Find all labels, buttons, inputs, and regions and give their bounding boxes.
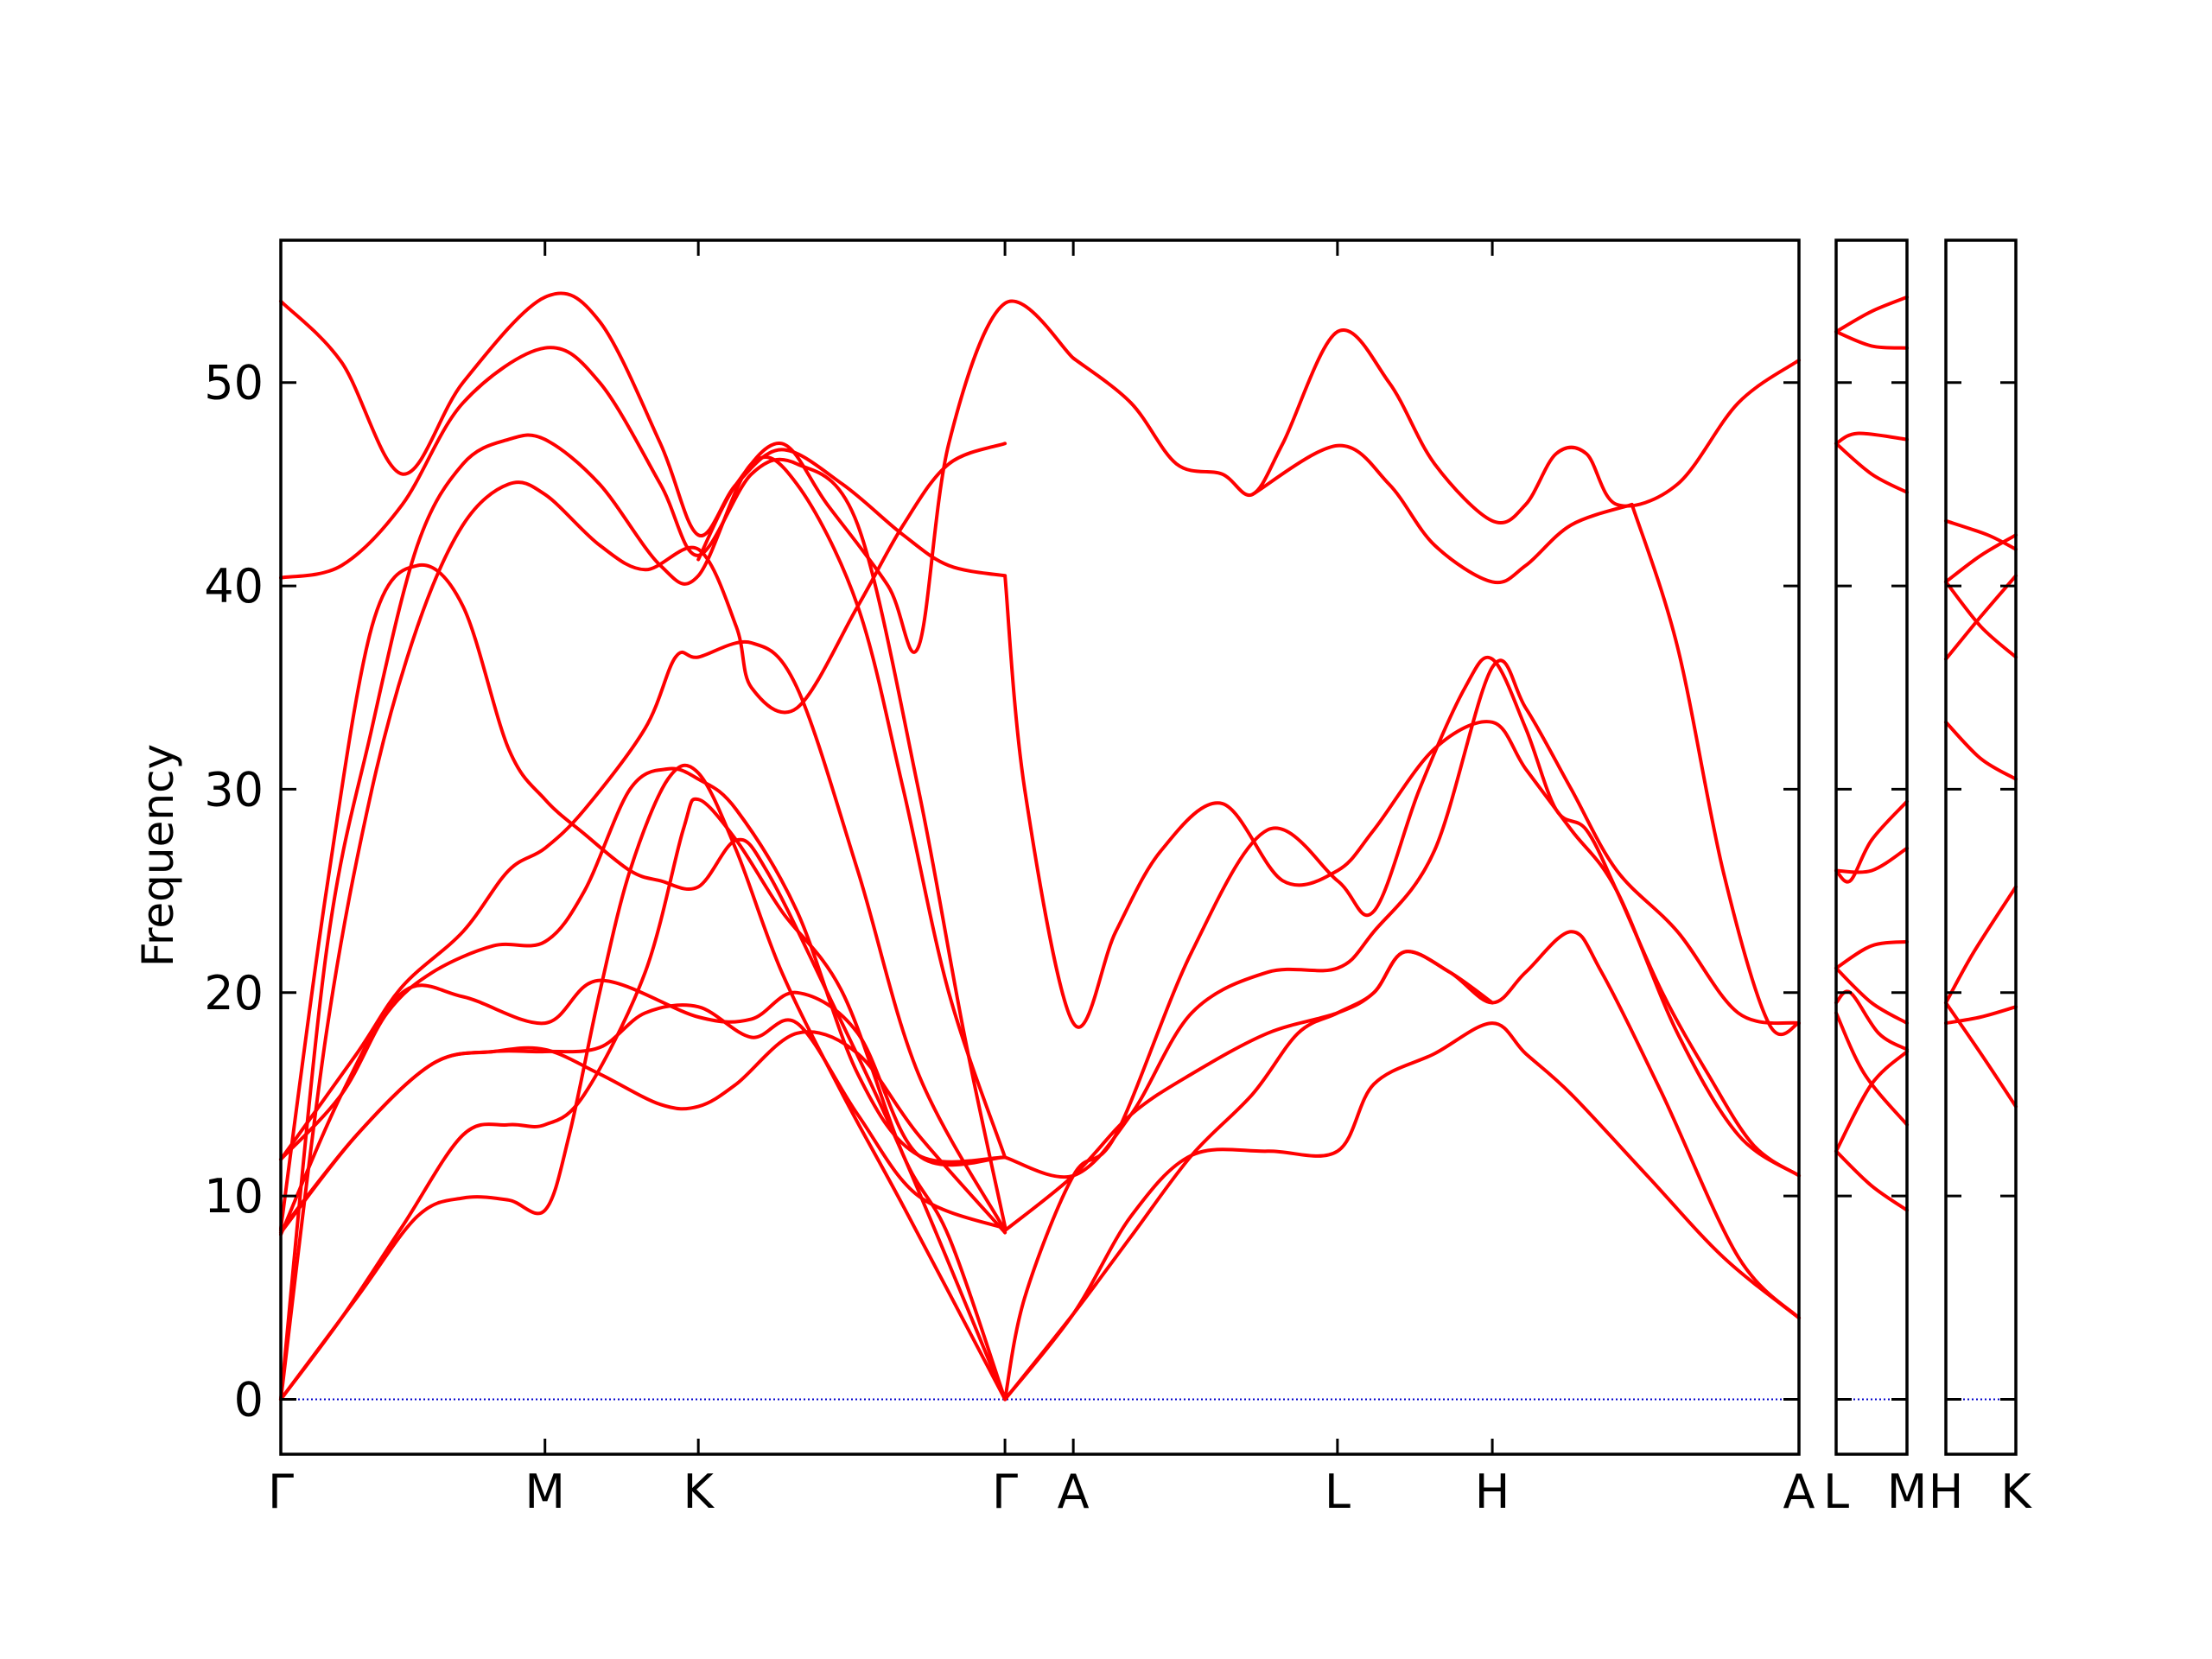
band-line: [1071, 328, 1801, 524]
y-tick-label: 10: [204, 1169, 264, 1224]
band-line: [1834, 329, 1909, 350]
band-line: [1003, 574, 1801, 1178]
x-tick-label: L: [1823, 1465, 1849, 1519]
band-line: [279, 766, 1007, 1164]
band-line: [1944, 518, 2018, 551]
band-line: [1944, 885, 2018, 1005]
x-tick-label: A: [1058, 1465, 1090, 1519]
band-line: [1834, 1050, 1909, 1154]
x-tick-label: Γ: [992, 1465, 1018, 1519]
x-tick-label: Γ: [268, 1465, 294, 1519]
band-line: [1834, 295, 1909, 334]
band-line: [279, 433, 1007, 1402]
band-line: [1944, 1001, 2018, 1109]
band-line: [1944, 580, 2018, 659]
band-line: [1834, 442, 1909, 494]
band-line: [1834, 431, 1909, 446]
band-line: [279, 563, 1007, 1402]
x-tick-label: M: [1887, 1465, 1928, 1519]
band-line: [279, 639, 1007, 1233]
x-tick-label: H: [1475, 1465, 1510, 1519]
band-line: [1003, 1021, 1801, 1402]
band-line: [1834, 1011, 1909, 1127]
plot-frame: [1944, 238, 2018, 1456]
band-line: [1834, 989, 1909, 1052]
band-line: [1003, 658, 1801, 1179]
band-line: [1250, 443, 1634, 585]
band-line: [1003, 950, 1495, 1402]
band-line: [1834, 1149, 1909, 1212]
band-line: [279, 1030, 1007, 1235]
x-tick-label: A: [1783, 1465, 1815, 1519]
plot-frame: [1834, 238, 1909, 1456]
x-tick-label: K: [683, 1465, 715, 1519]
y-axis-label: Frequency: [133, 744, 183, 967]
x-tick-label: M: [524, 1465, 565, 1519]
x-tick-label: L: [1325, 1465, 1351, 1519]
band-line: [1944, 533, 2018, 584]
plot-frame: [279, 238, 1801, 1456]
band-line: [1834, 939, 1909, 970]
band-line: [1944, 1005, 2018, 1026]
y-tick-label: 40: [204, 559, 264, 613]
y-tick-label: 50: [204, 356, 264, 410]
y-tick-label: 30: [204, 762, 264, 817]
band-line: [1944, 720, 2018, 781]
band-line: [1834, 846, 1909, 874]
y-tick-label: 0: [234, 1372, 264, 1427]
band-line: [279, 291, 1007, 578]
x-tick-label: H: [1929, 1465, 1964, 1519]
band-line: [1834, 799, 1909, 884]
x-tick-label: K: [2000, 1465, 2032, 1519]
y-tick-label: 20: [204, 966, 264, 1020]
band-line: [1834, 966, 1909, 1026]
band-line: [1630, 502, 1801, 1037]
band-line: [696, 299, 1076, 654]
